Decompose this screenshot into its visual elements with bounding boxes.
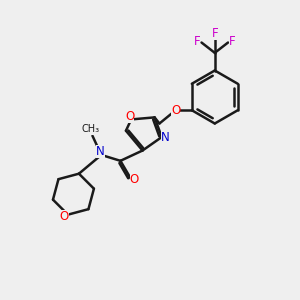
Text: F: F [229,35,236,48]
Text: F: F [212,27,218,40]
Text: O: O [171,104,180,117]
Text: F: F [194,35,200,48]
Text: N: N [96,146,105,158]
Text: O: O [130,173,139,187]
Text: CH₃: CH₃ [82,124,100,134]
Text: O: O [125,110,134,123]
Text: O: O [60,211,69,224]
Text: N: N [161,131,170,144]
